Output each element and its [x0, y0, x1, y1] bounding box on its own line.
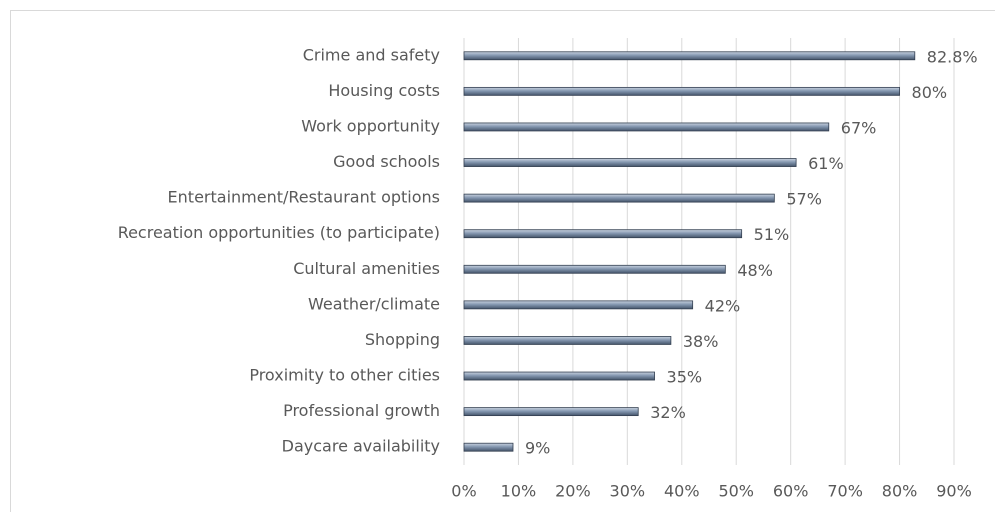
bar	[463, 122, 830, 132]
value-label: 82.8%	[927, 47, 978, 66]
y-tick-label: Daycare availability	[282, 437, 440, 456]
value-label: 67%	[841, 118, 877, 137]
value-label: 51%	[754, 225, 790, 244]
x-tick-label: 30%	[610, 482, 646, 501]
y-tick-label: Cultural amenities	[293, 259, 440, 278]
value-label: 42%	[705, 296, 741, 315]
bar	[463, 86, 900, 96]
x-tick-label: 90%	[936, 482, 972, 501]
x-tick-label: 20%	[555, 482, 591, 501]
y-tick-label: Housing costs	[328, 81, 440, 100]
x-tick-label: 40%	[664, 482, 700, 501]
y-tick-label: Professional growth	[283, 401, 440, 420]
value-label: 80%	[912, 83, 948, 102]
value-label: 61%	[808, 154, 844, 173]
x-tick-label: 50%	[718, 482, 754, 501]
value-label: 57%	[786, 190, 822, 209]
x-tick-label: 10%	[501, 482, 537, 501]
x-tick-label: 60%	[773, 482, 809, 501]
y-tick-label: Work opportunity	[301, 116, 440, 135]
y-tick-label: Good schools	[333, 152, 440, 171]
bar	[463, 300, 694, 310]
x-tick-label: 80%	[882, 482, 918, 501]
y-tick-label: Proximity to other cities	[249, 366, 440, 385]
x-tick-label: 70%	[827, 482, 863, 501]
bar	[463, 371, 655, 381]
bar	[463, 158, 797, 167]
bar	[463, 264, 726, 274]
y-tick-label: Crime and safety	[303, 45, 440, 64]
y-tick-label: Recreation opportunities (to participate…	[118, 223, 440, 242]
y-tick-label: Entertainment/Restaurant options	[168, 188, 440, 207]
value-label: 32%	[650, 403, 686, 422]
value-label: 9%	[525, 439, 550, 458]
bar	[463, 336, 672, 345]
y-tick-label: Weather/climate	[308, 294, 440, 313]
bar	[463, 51, 916, 61]
bar	[463, 193, 775, 203]
chart-border	[10, 10, 995, 512]
bar	[463, 407, 639, 417]
x-tick-label: 0%	[451, 482, 476, 501]
y-tick-label: Shopping	[365, 330, 440, 349]
bar	[463, 229, 743, 239]
value-label: 35%	[667, 368, 703, 387]
value-label: 48%	[737, 261, 773, 280]
value-label: 38%	[683, 332, 719, 351]
bar	[463, 442, 514, 452]
